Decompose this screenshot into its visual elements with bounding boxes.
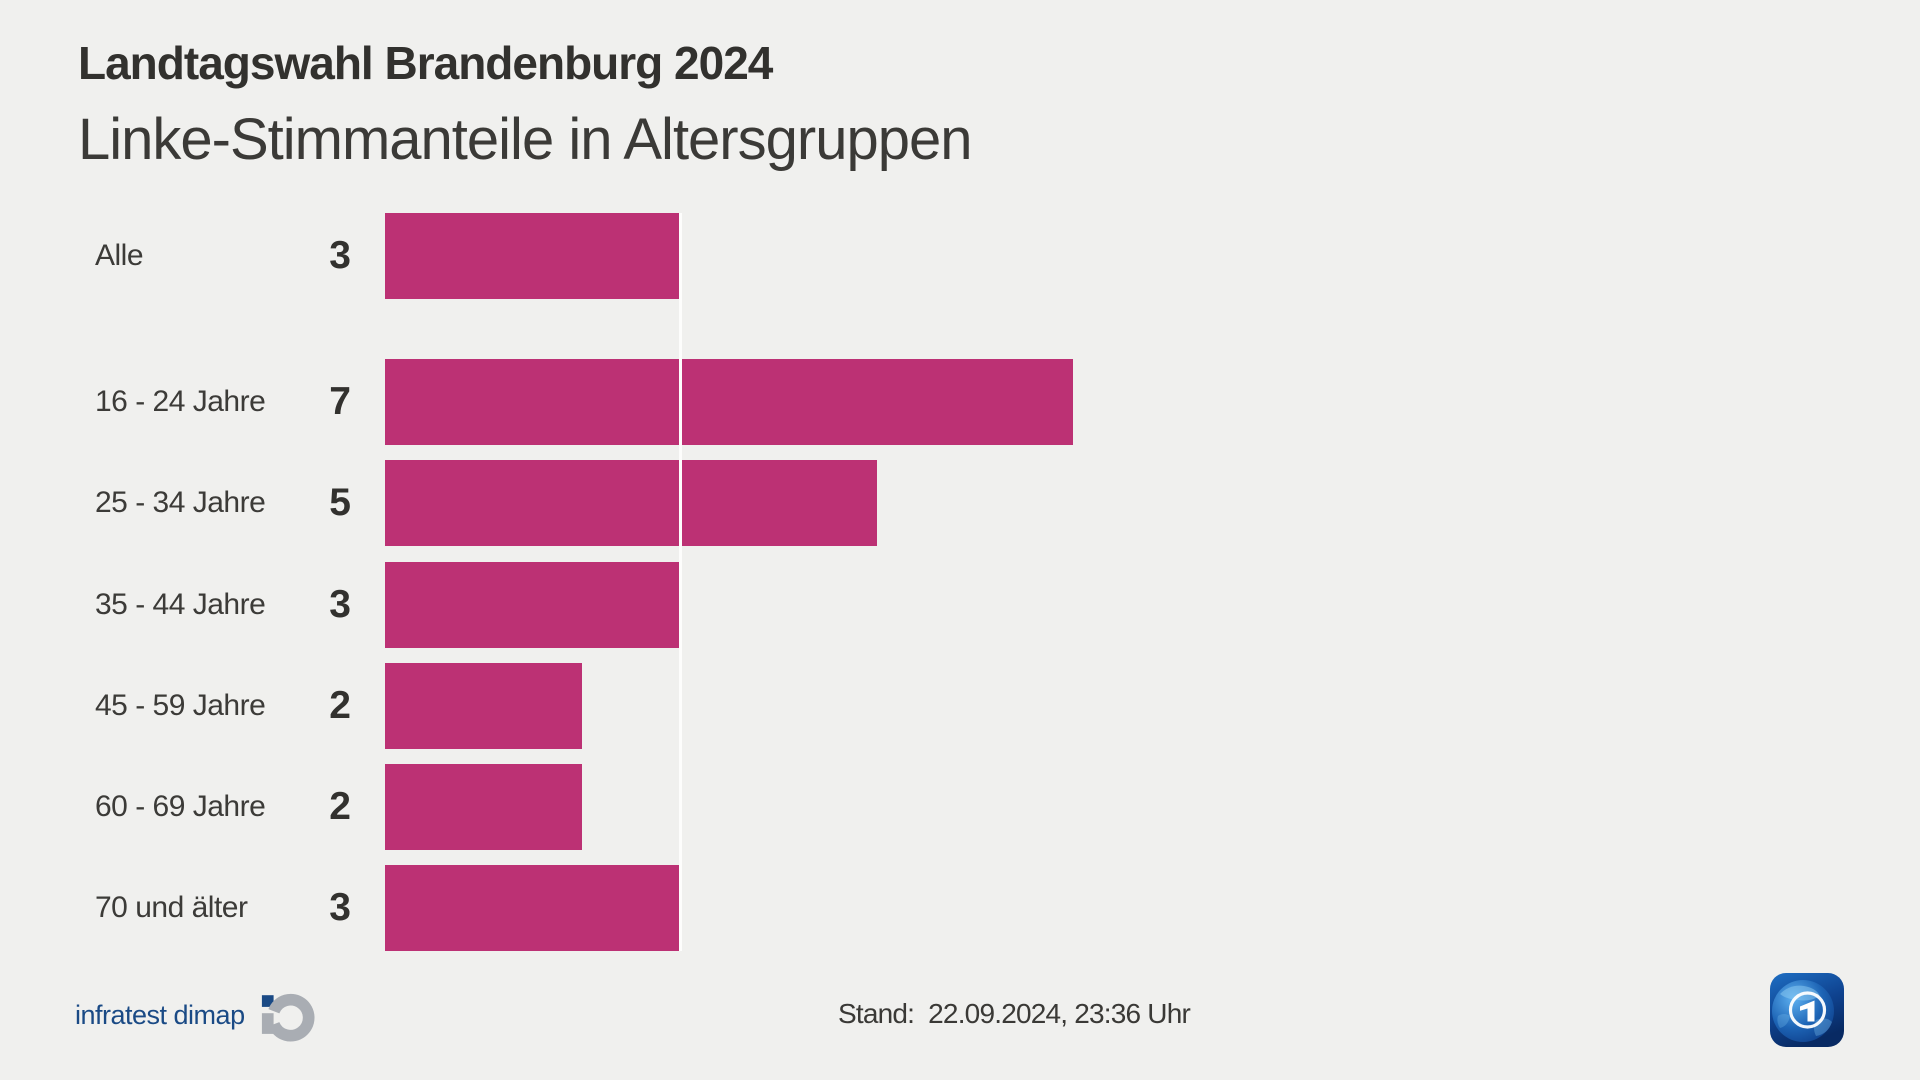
row-value: 2 <box>329 684 351 727</box>
chart-row: 70 und älter 3 <box>0 865 1920 951</box>
row-value: 3 <box>329 886 351 929</box>
stand-label: Stand: <box>838 998 915 1029</box>
kicker-title: Landtagswahl Brandenburg 2024 <box>78 37 773 89</box>
reference-line <box>679 213 682 951</box>
infratest-dimap-icon <box>261 993 315 1042</box>
row-label: 25 - 34 Jahre <box>95 486 266 519</box>
infratest-dimap-logo: infratest dimap <box>75 986 315 1044</box>
bar <box>385 460 877 546</box>
chart-row: 25 - 34 Jahre 5 <box>0 460 1920 546</box>
bar <box>385 865 680 951</box>
row-label: 35 - 44 Jahre <box>95 588 266 621</box>
chart-row: 60 - 69 Jahre 2 <box>0 764 1920 850</box>
chart-row: 35 - 44 Jahre 3 <box>0 562 1920 648</box>
row-value: 5 <box>329 481 351 524</box>
stand-value: 22.09.2024, 23:36 Uhr <box>928 998 1191 1029</box>
ard-tagesschau-logo-icon <box>1770 973 1844 1047</box>
page-title: Linke-Stimmanteile in Altersgruppen <box>78 107 972 172</box>
bar <box>385 562 680 648</box>
row-label: 70 und älter <box>95 891 248 924</box>
bar <box>385 213 680 299</box>
chart-row: Alle 3 <box>0 213 1920 299</box>
row-label: Alle <box>95 239 144 272</box>
row-value: 2 <box>329 785 351 828</box>
row-value: 7 <box>329 380 351 423</box>
bar <box>385 764 582 850</box>
row-value: 3 <box>329 234 351 277</box>
row-label: 16 - 24 Jahre <box>95 385 266 418</box>
bar <box>385 359 1073 445</box>
row-value: 3 <box>329 583 351 626</box>
chart-row: 45 - 59 Jahre 2 <box>0 663 1920 749</box>
row-label: 60 - 69 Jahre <box>95 790 266 823</box>
row-label: 45 - 59 Jahre <box>95 689 266 722</box>
status-timestamp: Stand: 22.09.2024, 23:36 Uhr <box>838 998 1191 1030</box>
chart-row: 16 - 24 Jahre 7 <box>0 359 1920 445</box>
bar <box>385 663 582 749</box>
infratest-dimap-wordmark: infratest dimap <box>75 999 245 1030</box>
